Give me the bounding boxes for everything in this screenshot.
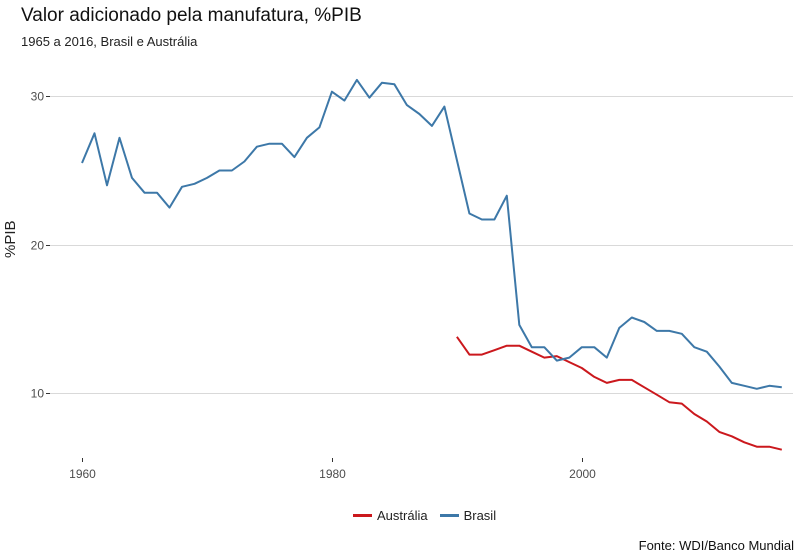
legend-label-brasil: Brasil: [463, 508, 497, 523]
legend-key-australia: [353, 514, 372, 517]
legend: Austrália Brasil: [353, 508, 508, 523]
y-tick-label-10: 10: [31, 387, 45, 401]
y-axis: 10 20 30: [31, 90, 50, 401]
legend-item-australia: Austrália: [353, 508, 428, 523]
legend-key-brasil: [439, 514, 459, 517]
gridlines: [48, 96, 793, 394]
x-axis: 1960 1980 2000: [69, 458, 596, 481]
legend-label-australia: Austrália: [377, 508, 428, 523]
y-tick-label-20: 20: [31, 239, 45, 253]
series-line-australia: [456, 336, 783, 451]
x-tick-label-2000: 2000: [569, 467, 596, 481]
series-line-brasil: [81, 78, 782, 390]
source-caption: Fonte: WDI/Banco Mundial: [638, 538, 794, 553]
chart-title: Valor adicionado pela manufatura, %PIB: [21, 5, 362, 26]
x-tick-label-1980: 1980: [319, 467, 346, 481]
series-lines: [81, 78, 783, 451]
legend-item-brasil: Brasil: [439, 508, 497, 523]
x-tick-label-1960: 1960: [69, 467, 96, 481]
chart-subtitle: 1965 a 2016, Brasil e Austrália: [21, 34, 198, 49]
y-tick-label-30: 30: [31, 90, 45, 104]
